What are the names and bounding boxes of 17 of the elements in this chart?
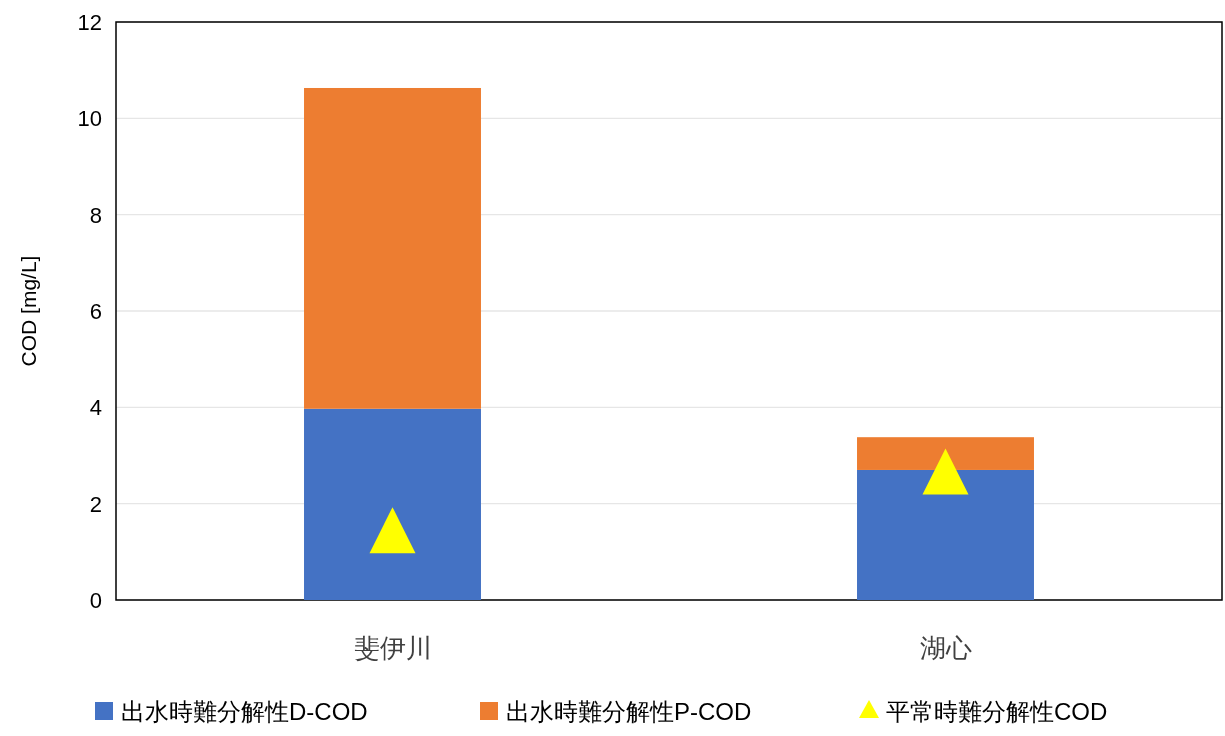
- legend-label: 出水時難分解性P-COD: [506, 698, 752, 725]
- legend-label: 平常時難分解性COD: [886, 698, 1108, 725]
- bar: [857, 469, 1034, 600]
- y-tick-label: 2: [89, 491, 102, 517]
- y-tick-label: 12: [77, 10, 102, 35]
- y-tick-label: 0: [89, 588, 102, 613]
- bar: [857, 437, 1034, 470]
- y-tick-label: 4: [89, 395, 102, 421]
- x-tick-label: 湖心: [919, 633, 972, 663]
- y-tick-label: 6: [89, 299, 102, 324]
- x-tick-label: 斐伊川: [353, 633, 432, 663]
- y-tick-label: 10: [77, 106, 102, 132]
- y-axis-title: COD [mg/L]: [17, 255, 40, 367]
- y-tick-label: 8: [89, 202, 102, 228]
- bar: [304, 87, 481, 409]
- legend-label: 出水時難分解性D-COD: [121, 698, 368, 725]
- bar: [304, 408, 481, 600]
